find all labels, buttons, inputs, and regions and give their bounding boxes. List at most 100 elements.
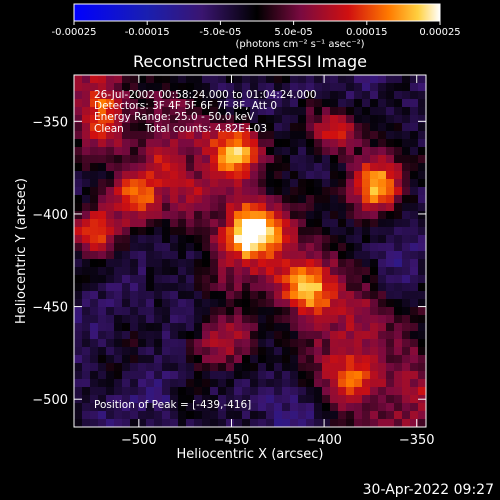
heatmap-cell (210, 91, 219, 100)
heatmap-cell (418, 299, 426, 308)
heatmap-cell (314, 123, 323, 132)
heatmap-cell (258, 379, 267, 388)
heatmap-cell (290, 387, 299, 396)
heatmap-cell (138, 307, 147, 316)
heatmap-cell (346, 339, 355, 348)
heatmap-cell (354, 83, 363, 92)
heatmap-cell (402, 115, 411, 124)
heatmap-cell (98, 267, 107, 276)
heatmap-cell (210, 75, 219, 84)
heatmap-cell (410, 363, 419, 372)
heatmap-cell (306, 203, 315, 212)
heatmap-cell (338, 83, 347, 92)
heatmap-cell (106, 411, 115, 420)
heatmap-cell (290, 371, 299, 380)
heatmap-cell (338, 155, 347, 164)
heatmap-cell (322, 147, 331, 156)
heatmap-cell (186, 251, 195, 260)
heatmap-cell (242, 283, 251, 292)
heatmap-cell (218, 171, 227, 180)
heatmap-cell (410, 355, 419, 364)
heatmap-cell (90, 171, 99, 180)
heatmap-cell (330, 107, 339, 116)
heatmap-cell (226, 115, 235, 124)
heatmap-cell (418, 219, 426, 228)
heatmap-cell (410, 331, 419, 340)
heatmap-cell (314, 219, 323, 228)
heatmap-cell (170, 283, 179, 292)
heatmap-cell (410, 275, 419, 284)
heatmap-cell (250, 355, 259, 364)
heatmap-cell (74, 291, 83, 300)
heatmap-cell (274, 75, 283, 84)
heatmap-cell (186, 75, 195, 84)
heatmap-cell (298, 283, 307, 292)
heatmap-cell (154, 347, 163, 356)
heatmap-cell (362, 99, 371, 108)
heatmap-cell (266, 347, 275, 356)
heatmap-cell (170, 355, 179, 364)
heatmap-cell (258, 243, 267, 252)
heatmap-cell (378, 275, 387, 284)
heatmap-cell (314, 147, 323, 156)
heatmap-cell (154, 315, 163, 324)
heatmap-cell (322, 163, 331, 172)
heatmap-cell (106, 155, 115, 164)
heatmap-cell (250, 203, 259, 212)
colorbar-tick-label: 5.0e-05 (274, 27, 312, 38)
heatmap-cell (234, 187, 243, 196)
heatmap-cell (330, 347, 339, 356)
heatmap-cell (410, 147, 419, 156)
heatmap-cell (402, 75, 411, 84)
heatmap-cell (298, 307, 307, 316)
heatmap-cell (338, 395, 347, 404)
heatmap-cell (114, 235, 123, 244)
heatmap-cell (306, 75, 315, 84)
heatmap-cell (370, 267, 379, 276)
heatmap-cell (410, 371, 419, 380)
heatmap-cell (122, 123, 131, 132)
heatmap-cell (298, 171, 307, 180)
heatmap-cell (74, 363, 83, 372)
heatmap-cell (98, 163, 107, 172)
heatmap-cell (210, 163, 219, 172)
heatmap-cell (90, 243, 99, 252)
heatmap-cell (346, 163, 355, 172)
heatmap-cell (162, 299, 171, 308)
heatmap-cell (178, 131, 187, 140)
heatmap-cell (290, 131, 299, 140)
heatmap-cell (322, 203, 331, 212)
heatmap-cell (186, 307, 195, 316)
heatmap-cell (138, 387, 147, 396)
heatmap-cell (146, 387, 155, 396)
heatmap-cell (114, 275, 123, 284)
heatmap-cell (314, 283, 323, 292)
heatmap-cell (122, 83, 131, 92)
heatmap-cell (74, 403, 83, 412)
heatmap-cell (138, 243, 147, 252)
heatmap-cell (274, 243, 283, 252)
heatmap-cell (162, 315, 171, 324)
heatmap-cell (338, 203, 347, 212)
heatmap-cell (250, 131, 259, 140)
heatmap-cell (226, 187, 235, 196)
heatmap-cell (258, 315, 267, 324)
heatmap-cell (162, 91, 171, 100)
heatmap-cell (90, 147, 99, 156)
heatmap-cell (234, 219, 243, 228)
heatmap-cell (258, 195, 267, 204)
heatmap-cell (330, 179, 339, 188)
heatmap-cell (122, 211, 131, 220)
heatmap-cell (378, 283, 387, 292)
heatmap-cell (418, 235, 426, 244)
heatmap-cell (274, 403, 283, 412)
heatmap-cell (410, 235, 419, 244)
heatmap-cell (138, 163, 147, 172)
heatmap-cell (410, 323, 419, 332)
heatmap-cell (362, 307, 371, 316)
heatmap-cell (218, 283, 227, 292)
heatmap-cell (202, 147, 211, 156)
heatmap-cell (98, 235, 107, 244)
heatmap-cell (314, 307, 323, 316)
heatmap-cell (170, 195, 179, 204)
